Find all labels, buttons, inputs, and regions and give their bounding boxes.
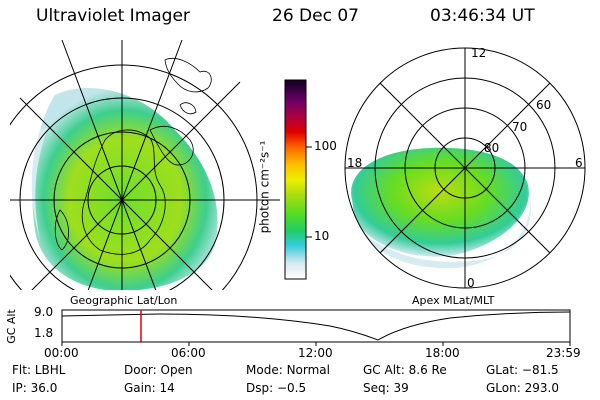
altitude-ylabel: GC Alt [4,309,18,344]
info-gain: Gain: 14 [124,381,175,395]
altitude-xtick: 00:00 [44,346,79,360]
apex-map [344,47,586,289]
instrument-title: Ultraviolet Imager [36,6,190,26]
info-flt: Flt: LBHL [12,363,66,377]
info-mode: Mode: Normal [246,363,330,377]
info-door: Door: Open [124,363,193,377]
apex-aurora-oval [351,147,529,257]
info-glon: GLon: 293.0 [486,381,559,395]
geo-aurora-edge [31,128,48,240]
altitude-xtick: 12:00 [298,346,333,360]
altitude-xtick: 18:00 [425,346,460,360]
colorbar-label-10: 10 [314,229,330,243]
altitude-ytick-top: 9.0 [34,305,54,319]
geo-meridian [19,97,213,290]
geo-meridian [87,39,183,290]
altitude-xtick: 23:59 [546,346,581,360]
apex-mlt-18: 18 [347,156,363,170]
apex-lat-60: 60 [536,98,552,112]
geographic-map [10,39,280,290]
date-label: 26 Dec 07 [272,6,359,26]
geo-panel-label: Geographic Lat/Lon [70,294,178,307]
apex-lat-70: 70 [512,120,528,134]
colorbar-label-100: 100 [314,139,337,153]
apex-mlt-12: 12 [471,46,487,60]
info-dsp: Dsp: −0.5 [246,381,307,395]
info-seq: Seq: 39 [363,381,409,395]
apex-mlt-0: 0 [467,276,475,290]
altitude-xtick: 06:00 [171,346,206,360]
apex-lat-80: 80 [484,141,500,155]
altitude-plot [61,309,571,346]
colorbar-unit-label: photon cm⁻²s⁻¹ [257,140,272,234]
info-ip: IP: 36.0 [12,381,58,395]
time-label: 03:46:34 UT [430,6,535,26]
coastlines [54,57,212,255]
geo-aurora-oval [32,88,218,290]
info-gc-alt: GC Alt: 8.6 Re [363,363,447,377]
apex-meridian-diag [379,82,551,254]
apex-mlt-6: 6 [575,156,583,170]
geo-meridian [31,81,241,290]
info-glat: GLat: −81.5 [486,363,559,377]
apex-panel-label: Apex MLat/MLT [412,294,495,307]
altitude-ytick-bottom: 1.8 [34,326,54,340]
altitude-curve [61,311,571,341]
colorbar [284,79,307,280]
